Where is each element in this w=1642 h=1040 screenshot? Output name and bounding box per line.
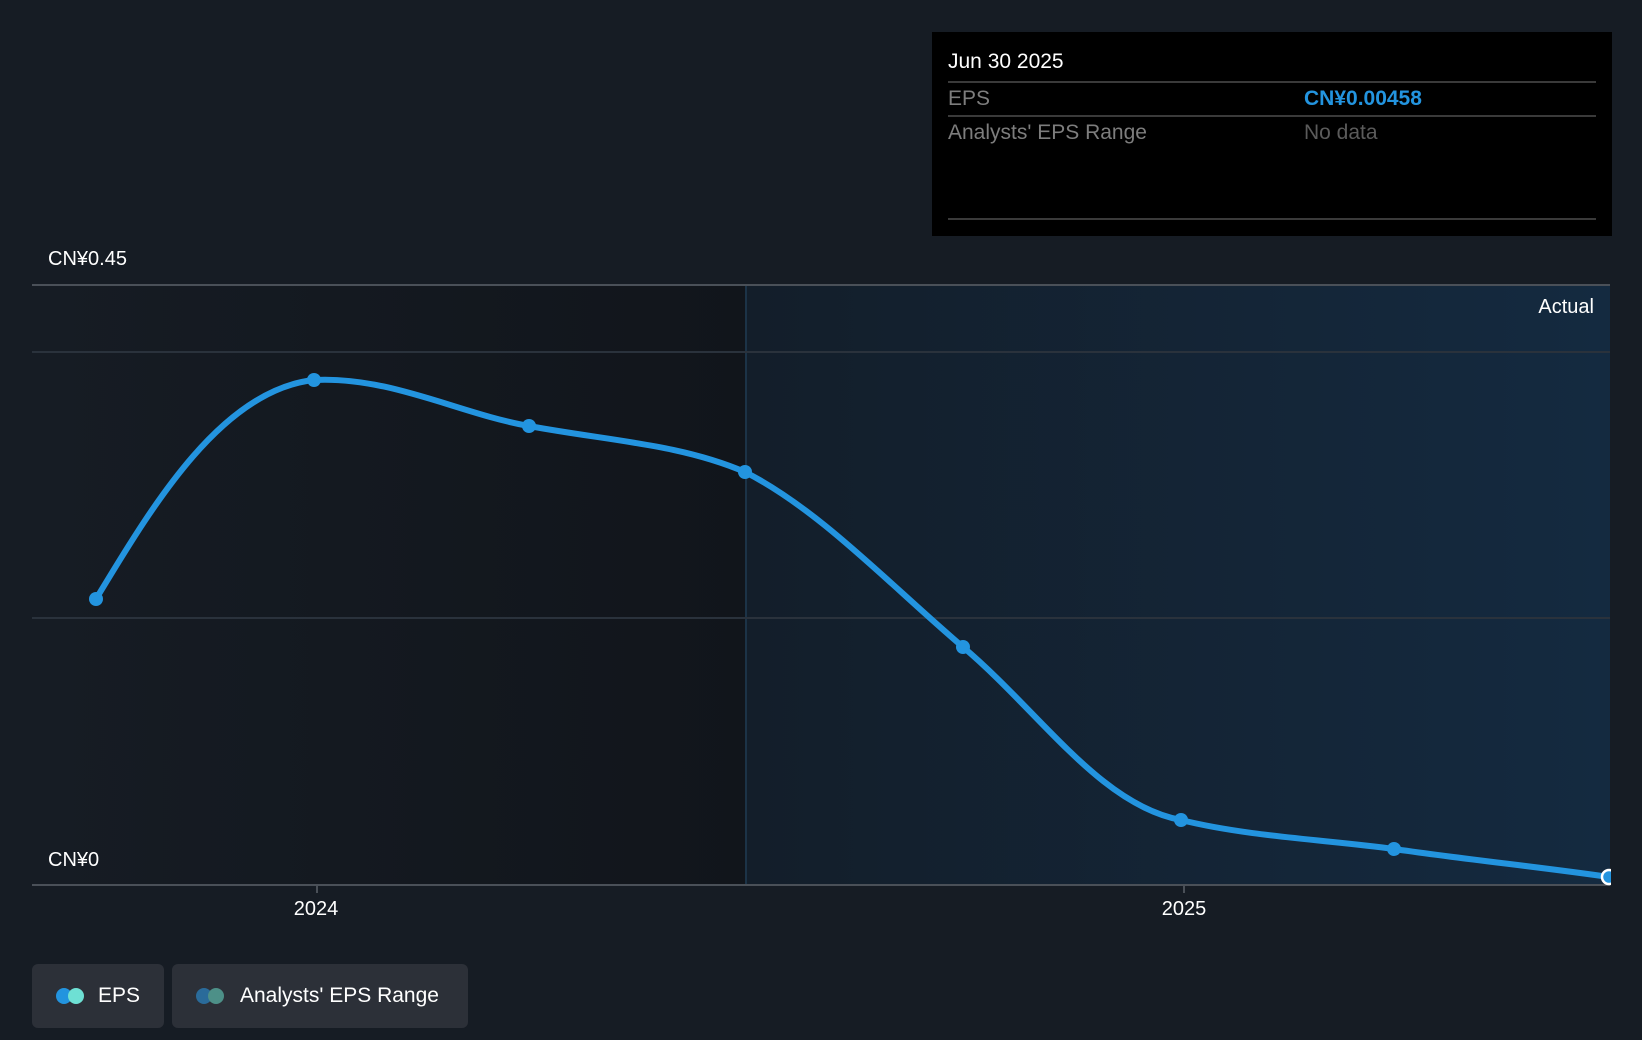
eps-point[interactable] xyxy=(307,373,321,387)
tooltip-row-eps: EPS CN¥0.00458 xyxy=(948,83,1596,117)
legend-label-eps: EPS xyxy=(97,984,140,1007)
range-legend-dots-icon xyxy=(196,988,226,1004)
legend-item-eps[interactable]: EPS xyxy=(32,964,164,1028)
eps-point[interactable] xyxy=(1174,813,1188,827)
eps-point[interactable] xyxy=(522,419,536,433)
eps-point[interactable] xyxy=(738,465,752,479)
tooltip-range-value: No data xyxy=(1304,121,1378,144)
past-region xyxy=(32,285,746,885)
actual-region-label: Actual xyxy=(1538,296,1594,318)
eps-point[interactable] xyxy=(89,592,103,606)
legend-item-analysts-range[interactable]: Analysts' EPS Range xyxy=(172,964,468,1028)
tooltip-divider xyxy=(948,218,1596,220)
y-axis-min-label: CN¥0 xyxy=(48,849,100,871)
y-axis-max-label: CN¥0.45 xyxy=(48,248,127,270)
x-axis-label-2025: 2025 xyxy=(1161,898,1207,920)
tooltip-row-range: Analysts' EPS Range No data xyxy=(948,117,1596,151)
tooltip-eps-value: CN¥0.00458 xyxy=(1304,87,1422,110)
tooltip-date: Jun 30 2025 xyxy=(948,32,1596,83)
eps-legend-dots-icon xyxy=(56,988,84,1004)
legend-label-analysts-range: Analysts' EPS Range xyxy=(240,984,439,1007)
x-axis-label-2024: 2024 xyxy=(293,898,339,920)
chart-tooltip: Jun 30 2025 EPS CN¥0.00458 Analysts' EPS… xyxy=(932,32,1612,236)
eps-point[interactable] xyxy=(956,640,970,654)
chart-legend: EPS Analysts' EPS Range xyxy=(32,964,468,1028)
tooltip-range-key: Analysts' EPS Range xyxy=(948,121,1147,144)
actual-region xyxy=(746,285,1610,885)
tooltip-eps-key: EPS xyxy=(948,87,991,110)
eps-point[interactable] xyxy=(1387,842,1401,856)
